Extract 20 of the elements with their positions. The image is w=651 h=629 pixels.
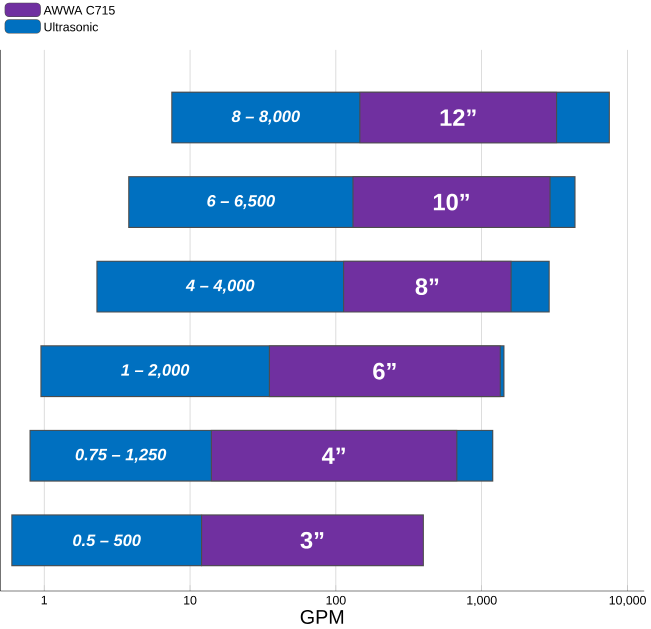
y-tick-label: 12” (440, 109, 476, 126)
annotation: 4 – 4,000 (186, 280, 254, 294)
annotation: 1 – 2,000 (121, 364, 190, 378)
annotation: 0.75 – 1,250 (76, 448, 166, 463)
x-tick-label: 100 (326, 596, 346, 605)
x-axis-title: GPM (300, 610, 344, 624)
x-tick-label: 1 (42, 596, 48, 605)
y-tick-label: 4” (322, 448, 345, 464)
annotation: 6 – 6,500 (207, 195, 275, 210)
legend-label: AWWA C715 (44, 6, 115, 15)
y-tick-label: 6” (373, 363, 396, 380)
y-tick-label: 8” (416, 278, 438, 296)
annotation: 8 – 8,000 (232, 110, 300, 125)
annotation: 0.5 – 500 (73, 534, 141, 546)
legend-label: Ultrasonic (44, 22, 98, 32)
y-tick-label: 10” (434, 194, 469, 211)
y-tick-label: 3” (300, 532, 324, 549)
x-tick-label: 10,000 (610, 596, 646, 606)
x-tick-label: 1,000 (467, 596, 497, 606)
x-tick-label: 10 (184, 596, 196, 605)
